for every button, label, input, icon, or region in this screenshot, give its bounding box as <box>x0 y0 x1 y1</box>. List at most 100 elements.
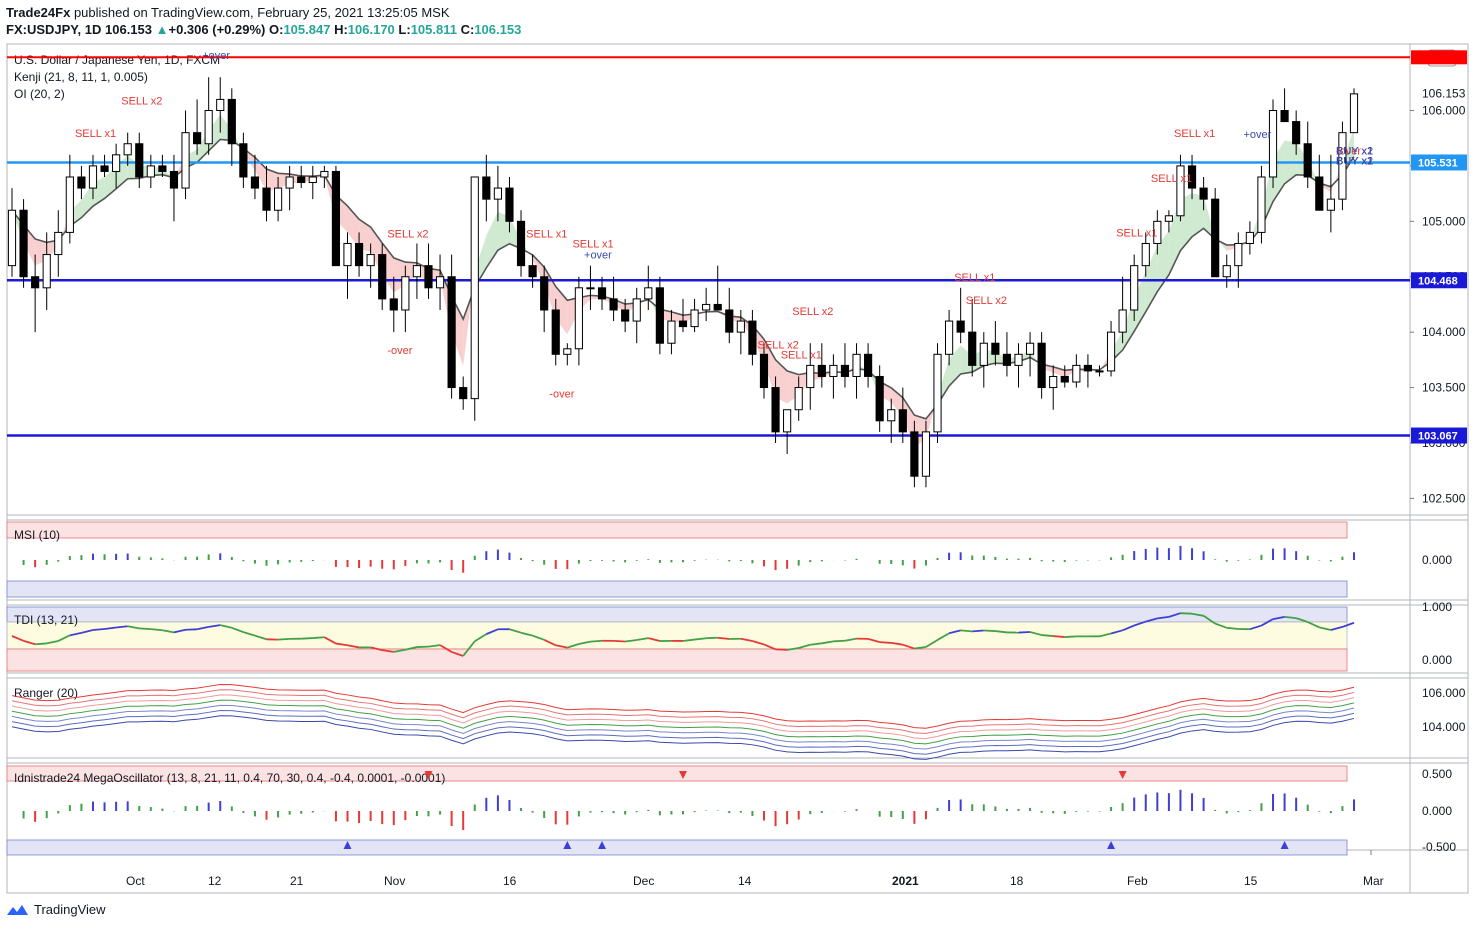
price-axis-label: 106.000 <box>1422 103 1466 117</box>
candle <box>806 364 815 389</box>
tdi-line-segment <box>1307 621 1320 629</box>
tdi-line-segment <box>1295 617 1309 623</box>
tdi-line-segment <box>150 628 163 632</box>
tdi-line-segment <box>116 625 128 629</box>
chart-title: U.S. Dollar / Japanese Yen, 1D, FXCM <box>14 53 220 67</box>
tdi-line-segment <box>1122 624 1135 632</box>
candle <box>1025 342 1035 355</box>
candle <box>1303 143 1312 178</box>
candle <box>956 320 965 333</box>
tdi-line-segment <box>208 624 221 628</box>
indicator-label: Kenji (21, 8, 11, 1, 0.005) <box>14 70 148 84</box>
candle <box>794 387 803 411</box>
candle <box>31 276 40 289</box>
tdi-line-segment <box>543 639 557 647</box>
candle <box>250 176 260 189</box>
tdi-line-segment <box>1261 618 1274 627</box>
time-axis-label: Oct <box>126 874 145 888</box>
signal-label: SELL x1 <box>1116 228 1157 240</box>
tdi-line-segment <box>451 651 464 657</box>
tdi-line-segment <box>1272 616 1285 620</box>
candle <box>239 143 248 178</box>
signal-label: BUY x1 <box>1336 156 1373 168</box>
signal-label: SELL x1 <box>75 128 116 140</box>
candle <box>840 364 850 377</box>
candle <box>771 387 780 433</box>
candle <box>459 387 468 400</box>
candle <box>829 364 838 377</box>
tdi-line-segment <box>1342 621 1355 628</box>
candle <box>864 353 873 377</box>
candle <box>65 176 74 233</box>
candle <box>1292 121 1301 145</box>
time-axis-label: 18 <box>1010 874 1024 888</box>
low-label: L: <box>398 22 411 37</box>
tdi-line-segment <box>231 626 244 633</box>
tdi-line-segment <box>162 629 175 634</box>
signal-label: SELL x2 <box>792 306 833 318</box>
tdi-line-segment <box>474 633 487 643</box>
candle <box>898 409 907 433</box>
candle <box>1245 231 1254 244</box>
tdi-line-segment <box>786 647 799 651</box>
tdi-line-segment <box>636 637 649 641</box>
tdi-line-segment <box>1041 634 1054 637</box>
candle <box>401 276 410 311</box>
time-axis-label: 2021 <box>892 874 919 888</box>
signal-label: -over <box>1336 146 1361 158</box>
candle <box>644 287 653 300</box>
tdi-line-segment <box>948 629 961 635</box>
tdi-line-segment <box>879 641 892 644</box>
time-axis-label: Dec <box>633 874 654 888</box>
candle <box>713 303 722 311</box>
osc-sell-marker <box>424 771 433 779</box>
candle <box>54 231 63 256</box>
kenji-cloud-segment <box>463 271 475 366</box>
footer-brand[interactable]: TradingView <box>34 902 106 917</box>
ranger-line <box>11 684 1355 729</box>
tdi-line-segment <box>1330 626 1343 631</box>
kenji-cloud-segment <box>960 345 973 374</box>
tdi-line-segment <box>1226 626 1239 630</box>
signal-label: BUY x1 <box>1336 146 1373 158</box>
candle <box>112 154 121 172</box>
pane-title: TDI (13, 21) <box>14 613 78 627</box>
level-label-box <box>1411 427 1467 444</box>
candle <box>632 298 641 322</box>
candle <box>378 254 387 300</box>
tdi-line-segment <box>439 644 453 653</box>
candle <box>1187 165 1197 189</box>
tdi-line-segment <box>798 643 811 649</box>
candle <box>817 364 826 377</box>
tdi-line-segment <box>740 637 753 642</box>
candle <box>1222 265 1231 278</box>
kenji-cloud-segment <box>1157 230 1169 292</box>
tdi-line-segment <box>972 629 984 633</box>
pane-zone <box>6 606 1348 623</box>
tdi-line-segment <box>682 638 695 642</box>
kenji-cloud-segment <box>266 169 279 191</box>
candle <box>273 187 283 211</box>
symbol-line: FX:USDJPY, 1D 106.153 ▲+0.306 (+0.29%) O… <box>6 22 521 37</box>
chart-frame <box>6 43 1469 851</box>
candle <box>1153 220 1162 244</box>
tdi-line-segment <box>1249 624 1262 631</box>
tdi-line-segment <box>902 643 915 650</box>
candle <box>389 298 398 311</box>
candle <box>216 98 225 111</box>
candle <box>100 165 109 172</box>
candle <box>563 348 572 355</box>
tdi-line-segment <box>775 648 788 651</box>
signal-label: SELL x1 <box>526 229 567 241</box>
footer: TradingView <box>6 902 106 917</box>
candle <box>181 132 190 189</box>
tdi-line-segment <box>382 649 394 653</box>
tdi-line-segment <box>520 631 533 637</box>
pane-title: Idnistrade24 MegaOscillator (13, 8, 21, … <box>14 771 445 785</box>
high-label: H: <box>334 22 348 37</box>
tdi-line-segment <box>127 625 140 630</box>
candle <box>505 187 514 222</box>
candle <box>540 276 549 311</box>
tdi-line-segment <box>312 636 325 639</box>
